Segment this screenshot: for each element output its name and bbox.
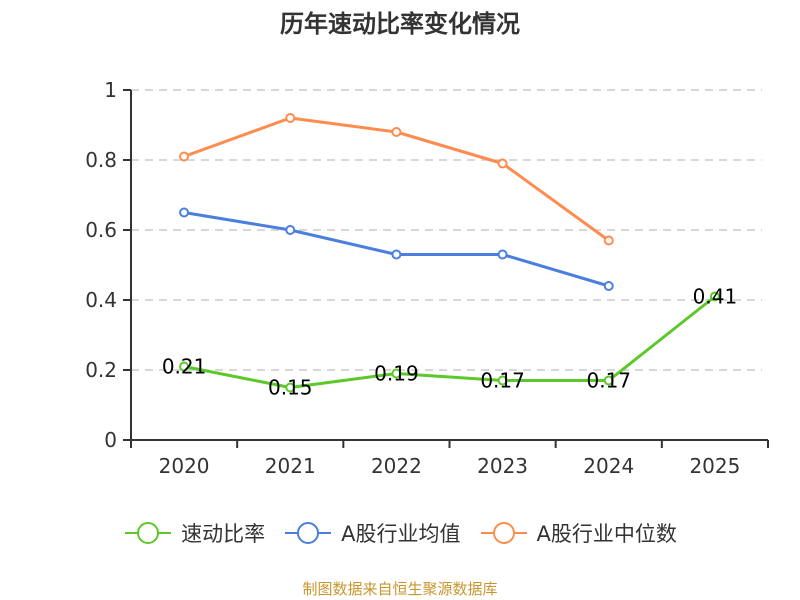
series-lines [179, 113, 720, 393]
legend-circle [297, 522, 320, 544]
y-tick-label: 0.6 [85, 218, 117, 242]
data-point[interactable] [497, 375, 508, 386]
legend-item-2[interactable]: A股行业中位数 [479, 518, 677, 548]
series-0 [179, 291, 720, 393]
data-labels: 0.21 0.15 0.19 0.17 0.17 0.41 [162, 285, 737, 400]
data-point[interactable] [391, 368, 402, 379]
data-label: 0.15 [268, 376, 313, 400]
data-point[interactable] [285, 225, 296, 235]
x-tick-label: 2025 [689, 454, 740, 478]
series-1 [179, 207, 614, 291]
data-point[interactable] [603, 281, 614, 291]
grid-lines [131, 89, 762, 371]
x-tick-label: 2023 [477, 454, 528, 478]
chart-title: 历年速动比率变化情况 [280, 10, 520, 38]
data-label: 0.19 [374, 362, 419, 386]
series-line [183, 211, 610, 288]
legend-item-1[interactable]: A股行业均值 [283, 518, 461, 548]
data-point[interactable] [391, 127, 402, 137]
legend-circle [492, 522, 515, 544]
data-point[interactable] [603, 235, 614, 246]
data-point[interactable] [179, 361, 190, 372]
y-tick-label: 0 [104, 428, 117, 452]
data-point[interactable] [285, 382, 296, 393]
legend-item-0[interactable]: 速动比率 [123, 518, 265, 548]
y-tick-label: 0.2 [85, 358, 117, 382]
x-tick-label: 2020 [159, 454, 210, 478]
axes: 0 0.2 0.4 0.6 0.8 1 2020 2021 2022 2023 2024 2025 [85, 78, 769, 478]
legend-marker-icon [125, 522, 172, 544]
legend-label: A股行业中位数 [536, 522, 677, 546]
data-label: 0.17 [480, 369, 525, 393]
data-label: 0.41 [693, 285, 738, 309]
series-line [183, 295, 716, 389]
series-2 [179, 113, 614, 246]
data-label: 0.21 [162, 355, 207, 379]
data-point[interactable] [179, 207, 190, 218]
data-point[interactable] [391, 249, 402, 260]
y-tick-label: 0.4 [85, 288, 117, 312]
source-note: 制图数据来自恒生聚源数据库 [302, 580, 498, 598]
y-tick-label: 1 [104, 78, 117, 102]
x-tick-label: 2024 [583, 454, 634, 478]
legend-marker-icon [480, 522, 527, 544]
data-point[interactable] [497, 249, 508, 260]
legend-marker-icon [285, 522, 332, 544]
x-tick-label: 2022 [371, 454, 422, 478]
legend: 速动比率 A股行业均值 A股行业中位数 [0, 518, 800, 548]
data-point[interactable] [709, 291, 720, 302]
legend-label: 速动比率 [181, 522, 266, 546]
y-tick-label: 0.8 [85, 148, 117, 172]
data-label: 0.17 [586, 369, 631, 393]
legend-label: A股行业均值 [341, 522, 461, 546]
data-point[interactable] [603, 375, 614, 386]
data-point[interactable] [179, 151, 190, 162]
x-tick-label: 2021 [265, 454, 316, 478]
legend-circle [137, 522, 160, 544]
data-point[interactable] [497, 158, 508, 169]
data-point[interactable] [285, 113, 296, 123]
